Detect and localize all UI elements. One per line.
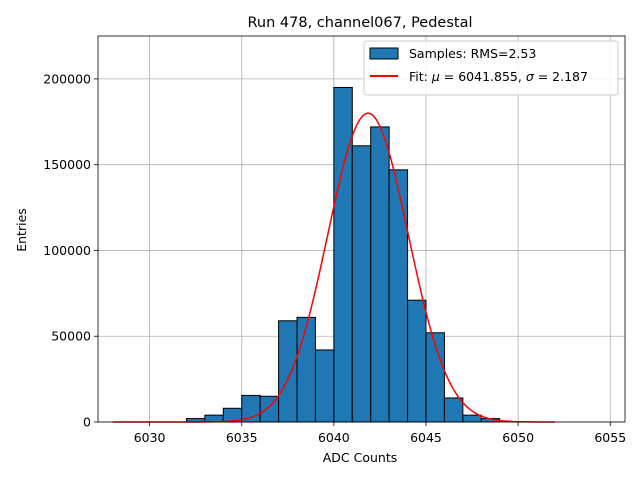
histogram-bars (185, 86, 501, 423)
x-tick-label: 6050 (502, 430, 534, 445)
legend-box (363, 40, 619, 96)
legend: Samples: RMS=2.53 Fit: μ = 6041.855, σ =… (363, 40, 619, 96)
histogram-bar (278, 320, 298, 423)
y-tick-label: 100000 (43, 243, 91, 258)
x-tick-label: 6030 (134, 430, 166, 445)
histogram-bar (443, 397, 464, 423)
x-axis-label: ADC Counts (323, 450, 398, 465)
histogram-bar (296, 316, 316, 423)
y-axis-ticks: 0 50000 100000 150000 200000 (43, 71, 98, 430)
x-tick-label: 6045 (410, 430, 442, 445)
histogram-bar (407, 299, 427, 423)
legend-label-fit: Fit: μ = 6041.855, σ = 2.187 (409, 69, 588, 84)
x-axis-ticks: 6030 6035 6040 6045 6050 6055 (134, 422, 626, 445)
y-tick-label: 50000 (51, 329, 91, 344)
y-tick-label: 200000 (43, 71, 91, 86)
histogram-bar (351, 145, 372, 423)
x-tick-label: 6055 (594, 430, 626, 445)
histogram-bar (314, 349, 335, 423)
y-tick-label: 0 (83, 415, 91, 430)
legend-label-histogram: Samples: RMS=2.53 (409, 46, 536, 61)
legend-swatch-histogram (369, 47, 399, 60)
y-tick-label: 150000 (43, 157, 91, 172)
chart-title: Run 478, channel067, Pedestal (247, 15, 472, 31)
x-tick-label: 6040 (318, 430, 350, 445)
histogram-bar (370, 126, 390, 423)
histogram-bar (388, 169, 409, 423)
histogram-bar (462, 414, 482, 423)
histogram-bar (333, 86, 353, 423)
y-axis-label: Entries (14, 208, 29, 252)
plot-frame (97, 35, 626, 423)
x-tick-label: 6035 (226, 430, 258, 445)
